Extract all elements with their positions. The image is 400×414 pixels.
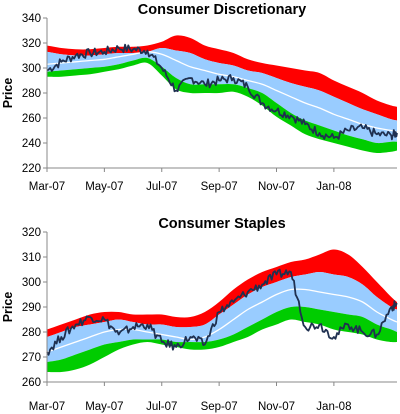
chart-title: Consumer Staples [158,216,285,232]
y-tick-label: 260 [22,377,41,389]
band-upper-outer [47,35,397,121]
chart-title: Consumer Discretionary [138,2,306,18]
y-axis-label: Price [1,78,15,109]
chart-panel-1: 220 240 260 280 300 320 340 Mar-07 May-07 Jul-07 S… [1,2,398,193]
price-line [46,268,398,356]
x-tick-label: Sep-07 [201,181,238,193]
x-tick-label: Mar-07 [29,181,65,193]
x-tick-label: May-07 [85,181,123,193]
y-tick-label: 280 [22,327,41,339]
mean-line [46,288,398,353]
y-tick-label: 320 [22,38,41,50]
y-tick-label: 260 [22,113,41,125]
x-tick-label: Jul-07 [146,181,177,193]
y-tick-label: 220 [22,163,41,175]
band-inner [47,47,397,144]
y-tick-label: 340 [22,13,41,25]
y-tick-label: 300 [22,277,41,289]
x-tick-label: Nov-07 [258,401,295,413]
chart-panel-2: 260 270 280 290 300 310 320 Mar-07 May-07 Jul-07 S… [1,216,398,413]
y-tick-label: 320 [22,227,41,239]
x-tick-label: Sep-07 [201,401,238,413]
y-tick-label: 240 [22,138,41,150]
x-tick-label: Jan-08 [316,181,351,193]
y-tick-label: 290 [22,302,41,314]
x-tick-label: Nov-07 [258,181,295,193]
x-tick-label: Jul-07 [146,401,177,413]
y-tick-label: 280 [22,88,41,100]
x-tick-label: Mar-07 [29,401,65,413]
y-tick-label: 270 [22,352,41,364]
band-inner [47,272,397,362]
band-upper-outer [47,249,397,337]
y-tick-label: 310 [22,252,41,264]
y-tick-label: 300 [22,63,41,75]
y-axis-label: Price [1,292,15,323]
mean-line [46,51,398,133]
band-lower-outer [47,306,397,373]
x-tick-label: Jan-08 [316,401,351,413]
price-line [46,43,398,141]
x-tick-label: May-07 [85,401,123,413]
